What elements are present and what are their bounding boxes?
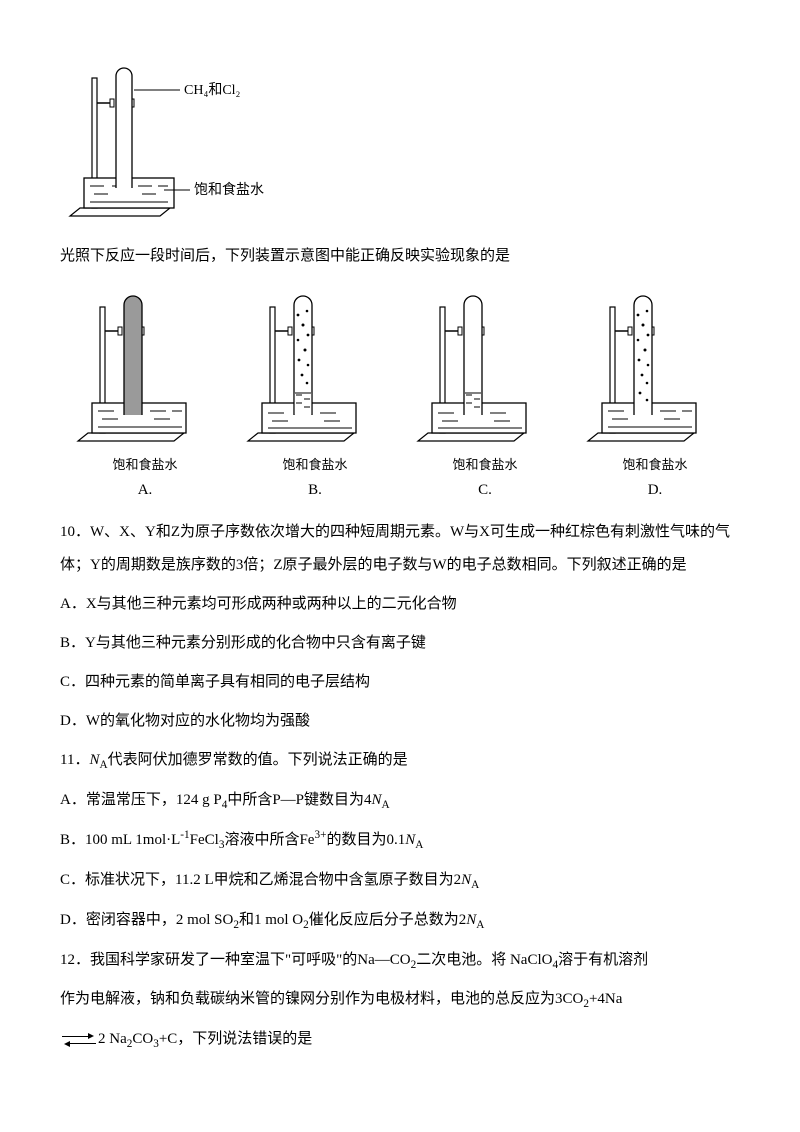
q9-option-c-letter: C. (410, 478, 560, 502)
q9-lead: 光照下反应一段时间后，下列装置示意图中能正确反映实验现象的是 (60, 240, 740, 273)
q11-stem: 11．NA代表阿伏加德罗常数的值。下列说法正确的是 (60, 744, 740, 778)
q9-option-b: 饱和食盐水 B. (240, 285, 390, 502)
q10-opt-d: D．W的氧化物对应的水化物均为强酸 (60, 705, 740, 738)
q9-options-row: 饱和食盐水 A. (70, 285, 740, 502)
label-ch4-cl2: CH₄和Cl₂ (184, 82, 241, 98)
q9-option-b-caption: 饱和食盐水 (240, 455, 390, 476)
q9-option-a-caption: 饱和食盐水 (70, 455, 220, 476)
q9-option-d-caption: 饱和食盐水 (580, 455, 730, 476)
q12-line3: 2 Na2CO3+C，下列说法错误的是 (60, 1023, 740, 1057)
equilibrium-arrow-icon (62, 1034, 96, 1046)
q9-option-c: 饱和食盐水 C. (410, 285, 560, 502)
q11-opt-a: A．常温常压下，124 g P4中所含P—P键数目为4NA (60, 784, 740, 818)
q9-option-b-letter: B. (240, 478, 390, 502)
q10-opt-b: B．Y与其他三种元素分别形成的化合物中只含有离子键 (60, 627, 740, 660)
q9-option-a: 饱和食盐水 A. (70, 285, 220, 502)
q11-opt-d: D．密闭容器中，2 mol SO2和1 mol O2催化反应后分子总数为2NA (60, 904, 740, 938)
q10-stem: 10．W、X、Y和Z为原子序数依次增大的四种短周期元素。W与X可生成一种红棕色有… (60, 516, 740, 582)
q10-opt-a: A．X与其他三种元素均可形成两种或两种以上的二元化合物 (60, 588, 740, 621)
q9-option-d-letter: D. (580, 478, 730, 502)
q11-opt-b: B．100 mL 1mol·L-1FeCl3溶液中所含Fe3+的数目为0.1NA (60, 823, 740, 858)
q11-opt-c: C．标准状况下，11.2 L甲烷和乙烯混合物中含氢原子数目为2NA (60, 864, 740, 898)
q9-option-a-letter: A. (70, 478, 220, 502)
q12-line2: 作为电解液，钠和负载碳纳米管的镍网分别作为电极材料，电池的总反应为3CO2+4N… (60, 983, 740, 1017)
label-saltwater: 饱和食盐水 (194, 181, 264, 198)
top-apparatus-diagram: CH₄和Cl₂ 饱和食盐水 (60, 48, 740, 226)
q10-opt-c: C．四种元素的简单离子具有相同的电子层结构 (60, 666, 740, 699)
q9-option-d: 饱和食盐水 D. (580, 285, 730, 502)
q9-option-c-caption: 饱和食盐水 (410, 455, 560, 476)
q12-line1: 12．我国科学家研发了一种室温下"可呼吸"的Na—CO2二次电池。将 NaClO… (60, 944, 740, 978)
